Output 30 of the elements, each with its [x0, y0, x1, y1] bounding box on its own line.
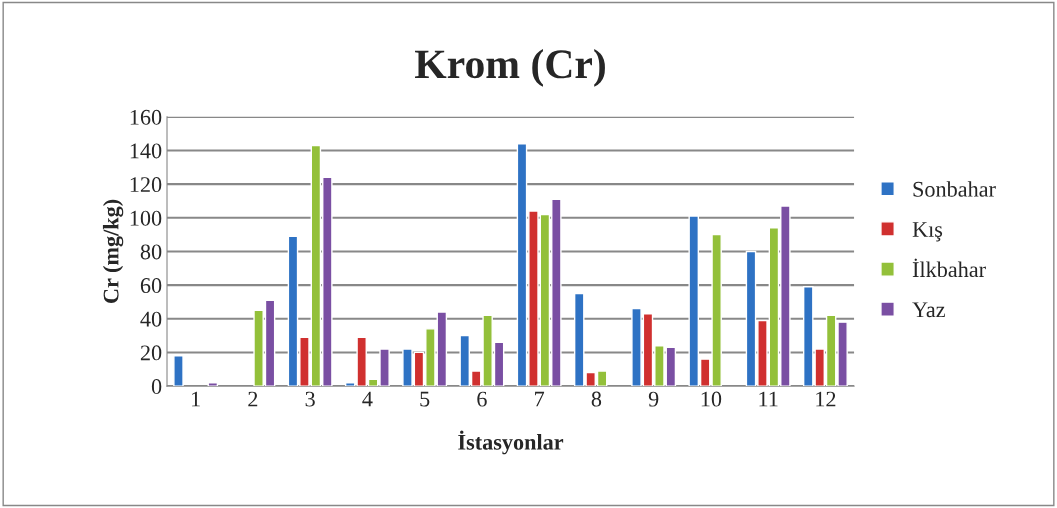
x-tick-label: 7: [535, 391, 545, 407]
x-tick-label: 12: [816, 391, 836, 407]
y-tick-label: 140: [130, 143, 162, 159]
y-tick-label: 100: [130, 210, 162, 226]
x-tick-label: 4: [362, 391, 373, 407]
x-tick-label: 1: [192, 391, 200, 407]
y-axis-title: Cr (mg/kg): [102, 199, 124, 303]
bar: [207, 382, 219, 387]
x-tick-label: 8: [591, 391, 602, 407]
legend-label: Yaz: [912, 302, 945, 318]
x-tick-label: 2: [248, 391, 258, 407]
chart-title: Krom (Cr): [415, 49, 605, 87]
y-tick-label: 80: [140, 244, 162, 260]
y-tick-label: 0: [151, 379, 162, 395]
x-tick-label: 5: [420, 391, 430, 407]
y-tick-label: 60: [140, 278, 162, 294]
legend-label: Kış: [912, 222, 943, 242]
legend-label: İlkbahar: [912, 258, 986, 278]
bar: [173, 355, 184, 387]
x-axis-title: İstasyonlar: [458, 430, 564, 455]
x-tick-label: 3: [305, 391, 315, 407]
y-tick-label: 40: [140, 311, 162, 327]
x-tick-label: 6: [477, 391, 487, 407]
y-tick-label: 160: [130, 109, 162, 125]
x-tick-label: 9: [648, 391, 659, 407]
x-tick-label: 10: [701, 391, 722, 407]
y-tick-label: 120: [130, 177, 162, 193]
legend-label: Sonbahar: [913, 181, 996, 197]
y-tick-label: 20: [140, 345, 162, 361]
x-tick-label: 11: [759, 391, 778, 407]
